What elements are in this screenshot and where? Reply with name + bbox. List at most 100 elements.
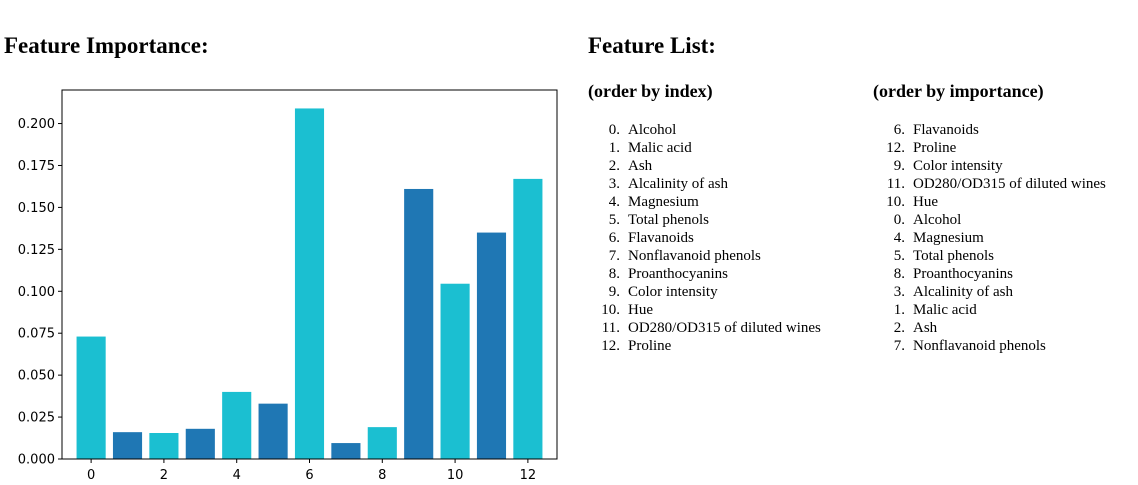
y-tick-label: 0.025	[18, 411, 55, 426]
feature-list-by-index: 0. Alcohol 1. Malic acid 2. Ash 3. Alcalinity o…	[588, 121, 821, 355]
bar-feature-6	[294, 108, 325, 459]
feature-name: Proanthocyanins	[913, 266, 1013, 282]
bar-feature-3	[185, 428, 215, 459]
feature-list-item: 6. Flavanoids	[873, 121, 1106, 139]
order-by-index-heading: (order by index)	[588, 81, 713, 101]
feature-name: Alcalinity of ash	[628, 176, 728, 192]
feature-name: Nonflavanoid phenols	[628, 248, 761, 264]
feature-list-item: 5. Total phenols	[588, 211, 821, 229]
feature-name: Hue	[628, 302, 653, 318]
feature-name: OD280/OD315 of diluted wines	[913, 176, 1106, 192]
y-tick-label: 0.000	[18, 453, 55, 468]
feature-list-item: 0. Alcohol	[588, 121, 821, 139]
x-tick-label: 4	[233, 468, 241, 483]
feature-list-item: 7. Nonflavanoid phenols	[588, 247, 821, 265]
feature-list-item: 4. Magnesium	[588, 193, 821, 211]
feature-index-number: 7.	[608, 248, 620, 264]
y-tick-label: 0.100	[18, 285, 55, 300]
feature-index-number: 11.	[886, 176, 905, 192]
feature-name: Flavanoids	[628, 230, 694, 246]
feature-importance-chart: 0.000 0.025 0.050 0.075 0.100 0.125 0.150 0.175…	[18, 89, 558, 483]
feature-index-number: 12.	[886, 140, 905, 156]
feature-list-item: 12. Proline	[873, 139, 1106, 157]
bar-feature-11	[476, 232, 507, 459]
bar-feature-0	[76, 336, 106, 459]
y-tick-label: 0.200	[18, 117, 55, 132]
bar-feature-4	[222, 391, 252, 459]
feature-name: Proline	[913, 140, 957, 156]
feature-list-item: 8. Proanthocyanins	[588, 265, 821, 283]
x-tick-label: 12	[520, 468, 537, 483]
feature-list-item: 2. Ash	[588, 157, 821, 175]
feature-list-item: 7. Nonflavanoid phenols	[873, 337, 1106, 355]
feature-name: Alcohol	[628, 122, 677, 138]
feature-name: Malic acid	[913, 302, 977, 318]
feature-index-number: 9.	[608, 284, 620, 300]
bars-group	[76, 108, 543, 459]
x-tick-label: 6	[305, 468, 313, 483]
feature-importance-heading: Feature Importance:	[4, 33, 209, 58]
feature-index-number: 4.	[893, 230, 905, 246]
feature-list-item: 10. Hue	[873, 193, 1106, 211]
bar-feature-12	[513, 178, 543, 459]
y-tick-label: 0.150	[18, 201, 55, 216]
feature-index-number: 12.	[601, 338, 620, 354]
feature-index-number: 1.	[608, 140, 620, 156]
feature-name: Malic acid	[628, 140, 692, 156]
feature-list-item: 12. Proline	[588, 337, 821, 355]
feature-index-number: 10.	[886, 194, 905, 210]
x-tick-label: 8	[378, 468, 386, 483]
feature-list-item: 1. Malic acid	[873, 301, 1106, 319]
feature-index-number: 3.	[893, 284, 905, 300]
feature-list-item: 5. Total phenols	[873, 247, 1106, 265]
feature-list-heading: Feature List:	[588, 33, 716, 58]
feature-list-item: 2. Ash	[873, 319, 1106, 337]
feature-index-number: 0.	[893, 212, 905, 228]
feature-index-number: 7.	[893, 338, 905, 354]
y-tick-label: 0.050	[18, 369, 55, 384]
feature-name: Magnesium	[628, 194, 699, 210]
feature-index-number: 8.	[608, 266, 620, 282]
feature-name: Alcalinity of ash	[913, 284, 1013, 300]
feature-list-item: 10. Hue	[588, 301, 821, 319]
feature-name: Color intensity	[628, 284, 718, 300]
feature-name: Alcohol	[913, 212, 962, 228]
feature-index-number: 9.	[893, 158, 905, 174]
y-tick-label: 0.075	[18, 327, 55, 342]
feature-list-item: 6. Flavanoids	[588, 229, 821, 247]
feature-index-number: 8.	[893, 266, 905, 282]
y-axis: 0.000 0.025 0.050 0.075 0.100 0.125 0.150 0.175…	[18, 117, 62, 468]
feature-index-number: 0.	[608, 122, 620, 138]
feature-list-item: 11. OD280/OD315 of diluted wines	[588, 319, 821, 337]
feature-name: Nonflavanoid phenols	[913, 338, 1046, 354]
bar-feature-7	[331, 443, 361, 459]
feature-index-number: 3.	[608, 176, 620, 192]
feature-name: Proanthocyanins	[628, 266, 728, 282]
feature-index-number: 6.	[893, 122, 905, 138]
feature-list-item: 3. Alcalinity of ash	[873, 283, 1106, 301]
feature-list-item: 4. Magnesium	[873, 229, 1106, 247]
feature-name: Magnesium	[913, 230, 984, 246]
bar-feature-5	[258, 403, 288, 459]
feature-index-number: 5.	[608, 212, 620, 228]
feature-list-by-importance: 6. Flavanoids 12. Proline 9. Color intensity 1…	[873, 121, 1106, 355]
feature-name: Ash	[628, 158, 653, 174]
feature-name: Total phenols	[913, 248, 995, 264]
feature-list-item: 1. Malic acid	[588, 139, 821, 157]
feature-name: Ash	[913, 320, 938, 336]
bar-feature-1	[112, 432, 143, 459]
bar-feature-9	[404, 188, 434, 459]
x-tick-label: 0	[87, 468, 95, 483]
feature-name: Hue	[913, 194, 938, 210]
feature-name: Total phenols	[628, 212, 710, 228]
feature-list-item: 9. Color intensity	[873, 157, 1106, 175]
feature-name: OD280/OD315 of diluted wines	[628, 320, 821, 336]
order-by-importance-heading: (order by importance)	[873, 81, 1044, 101]
feature-index-number: 6.	[608, 230, 620, 246]
feature-name: Flavanoids	[913, 122, 979, 138]
feature-index-number: 10.	[601, 302, 620, 318]
y-tick-label: 0.125	[18, 243, 55, 258]
feature-index-number: 2.	[893, 320, 905, 336]
y-tick-label: 0.175	[18, 159, 55, 174]
feature-index-number: 2.	[608, 158, 620, 174]
